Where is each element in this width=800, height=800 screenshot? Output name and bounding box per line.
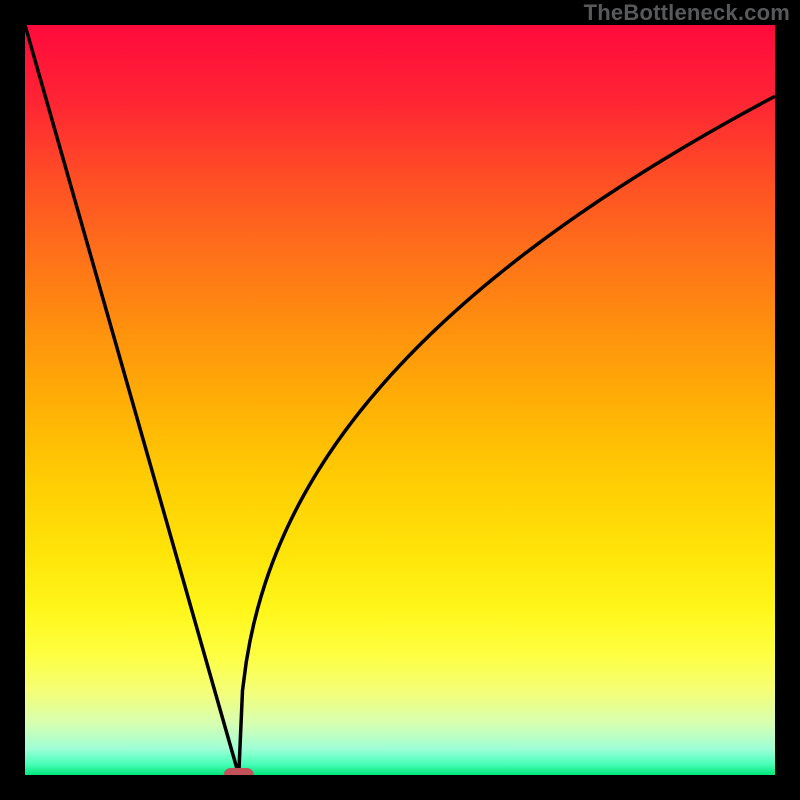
bottleneck-chart [0,0,800,800]
watermark-text: TheBottleneck.com [584,0,790,26]
gradient-background [25,25,775,775]
frame-left [0,0,25,800]
frame-right [775,0,800,800]
frame-bottom [0,775,800,800]
